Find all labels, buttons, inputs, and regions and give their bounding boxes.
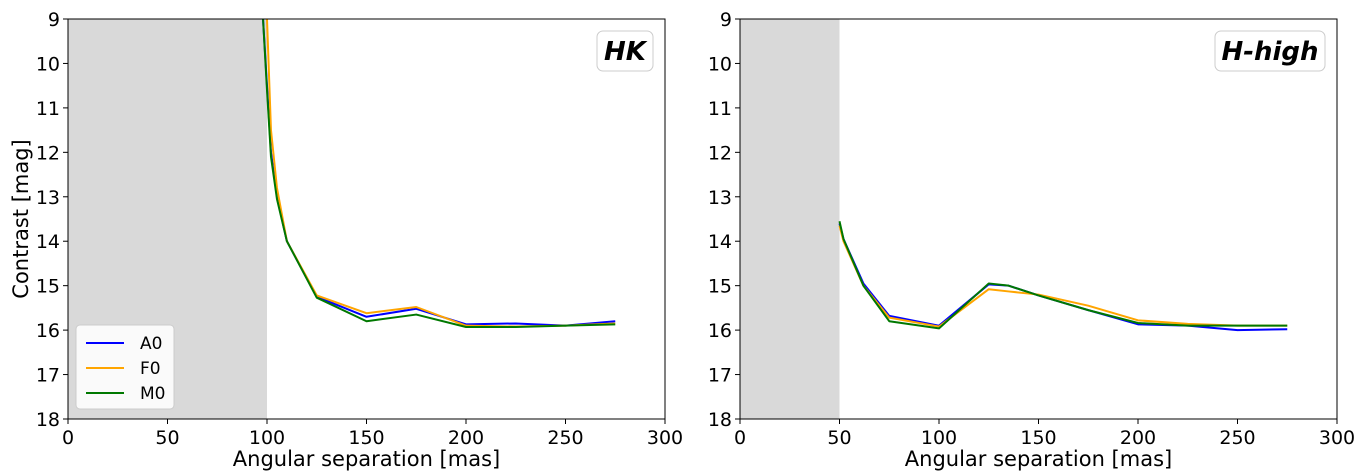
series-line-a0 [838,223,1288,332]
y-tick-label: 16 [36,320,60,342]
x-tick-label: 300 [1319,427,1355,449]
y-tick-label: 17 [36,365,60,387]
x-tick-label: 50 [827,427,851,449]
series-group [838,221,1288,332]
series-line-f0 [266,19,616,328]
series-line-m0 [838,221,1288,330]
y-tick-label: 15 [708,276,732,298]
panel-title: HK [604,37,648,67]
y-tick-label: 10 [708,53,732,75]
y-tick-label: 16 [708,320,732,342]
series-group [262,19,616,328]
y-tick-label: 11 [36,98,60,120]
y-tick-label: 9 [720,9,732,31]
y-tick-label: 18 [708,409,732,431]
shaded-region [740,19,840,419]
x-tick-label: 250 [547,427,583,449]
y-tick-label: 13 [708,187,732,209]
x-tick-label: 200 [448,427,484,449]
x-tick-label: 200 [1120,427,1156,449]
series-line-m0 [262,19,616,328]
panel-title-box [1214,30,1326,72]
panel-hk: 0 50 100 150 200 250 300 9 10 11 12 13 14 15 16 17 18 Ang… [9,9,683,471]
y-tick-label: 14 [708,231,732,253]
x-tick-label: 250 [1219,427,1255,449]
legend-box [75,324,175,410]
x-tick-label: 150 [1020,427,1056,449]
x-tick-label: 150 [348,427,384,449]
series-line-a0 [262,19,616,327]
y-tick-label: 15 [36,276,60,298]
y-tick-label: 9 [48,9,60,31]
y-tick-label: 12 [36,142,60,164]
x-axis-label: Angular separation [mas] [905,447,1172,471]
y-tick-label: 18 [36,409,60,431]
x-tick-label: 0 [734,427,746,449]
legend-label-m0: M0 [140,384,165,404]
panel-title-box [596,30,654,72]
x-tick-label: 0 [62,427,74,449]
y-tick-label: 14 [36,231,60,253]
x-tick-label: 100 [921,427,957,449]
x-tick-label: 50 [155,427,179,449]
legend-label-f0: F0 [140,359,161,379]
x-axis-label: Angular separation [mas] [233,447,500,471]
y-tick-label: 10 [36,53,60,75]
y-tick-label: 12 [708,142,732,164]
panel-h-high: 0 50 100 150 200 250 300 9 10 11 12 13 14 15 16 17 18 Ang… [708,9,1355,471]
y-tick-label: 11 [708,98,732,120]
y-tick-label: 17 [708,365,732,387]
series-line-f0 [838,225,1288,328]
legend-label-a0: A0 [140,334,162,354]
x-tick-label: 300 [647,427,683,449]
y-tick-label: 13 [36,187,60,209]
x-tick-label: 100 [249,427,285,449]
panel-title: H-high [1221,37,1318,67]
y-axis-label: Contrast [mag] [9,139,33,298]
